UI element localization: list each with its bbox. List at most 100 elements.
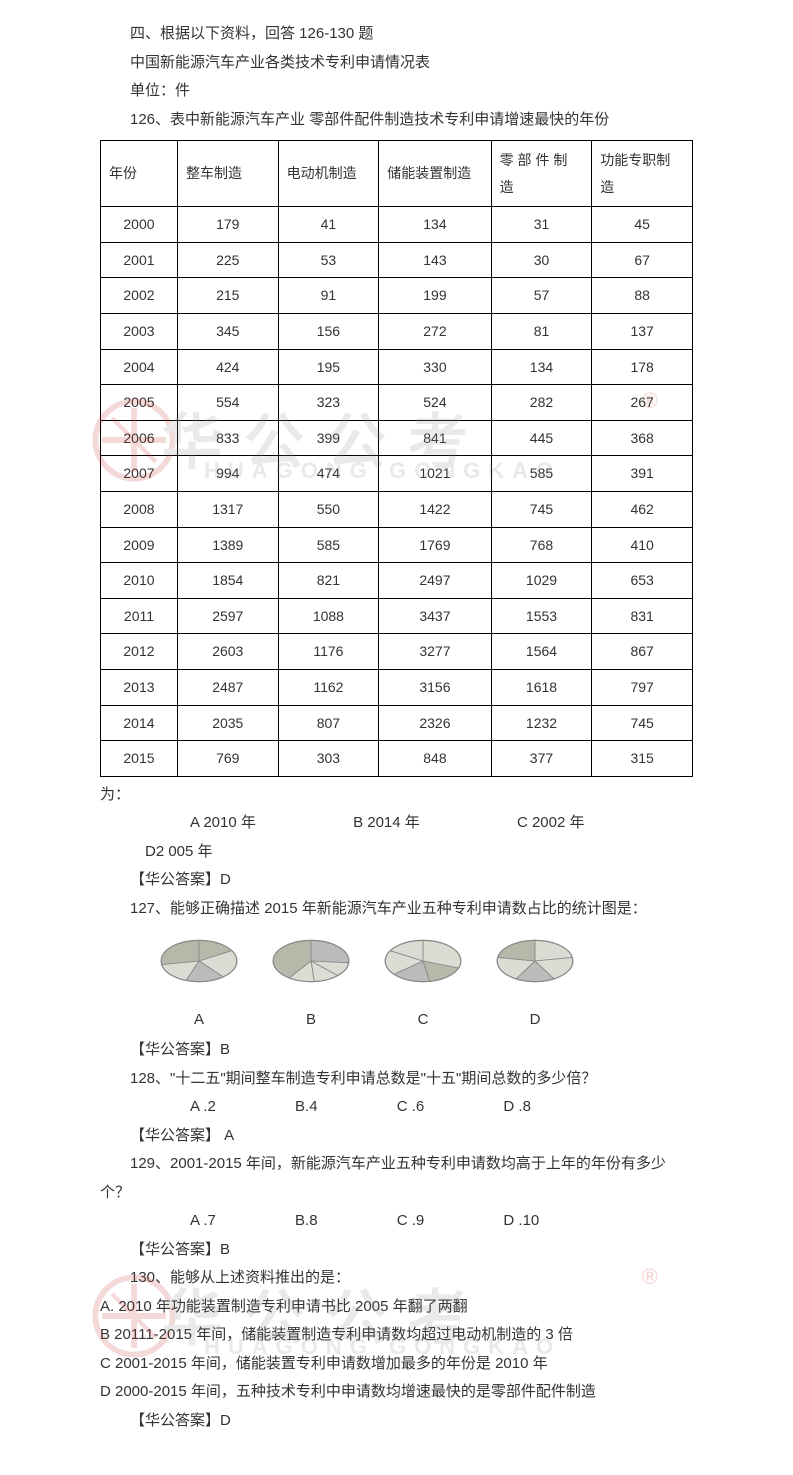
table-row: 2006833399841445368 [101,420,693,456]
table-cell: 91 [278,278,379,314]
table-cell: 2015 [101,741,178,777]
table-header-cell: 整车制造 [177,141,278,207]
q130-text: 130、能够从上述资料推出的是： [100,1264,693,1293]
table-cell: 215 [177,278,278,314]
table-cell: 31 [491,207,592,243]
table-cell: 2004 [101,349,178,385]
q126-opt-c: C 2002 年 [472,809,585,838]
table-cell: 2497 [379,563,491,599]
table-cell: 2003 [101,313,178,349]
table-row: 200913895851769768410 [101,527,693,563]
table-cell: 424 [177,349,278,385]
pie-label: A [156,1006,242,1035]
table-cell: 550 [278,491,379,527]
q130-opt-b: B 20111-2015 年间，储能装置制造专利申请数均超过电动机制造的 3 倍 [100,1321,693,1350]
table-row: 2014203580723261232745 [101,705,693,741]
table-cell: 272 [379,313,491,349]
table-cell: 2326 [379,705,491,741]
q128-opt-c: C .6 [352,1093,425,1122]
table-cell: 2012 [101,634,178,670]
q130-answer: 【华公答案】D [100,1407,693,1436]
table-cell: 53 [278,242,379,278]
table-cell: 30 [491,242,592,278]
table-cell: 391 [592,456,693,492]
table-cell: 745 [592,705,693,741]
table-header-cell: 电动机制造 [278,141,379,207]
table-cell: 1088 [278,598,379,634]
q126-tail: 为： [100,781,693,810]
table-row: 2010185482124971029653 [101,563,693,599]
table-cell: 2597 [177,598,278,634]
table-cell: 267 [592,385,693,421]
table-cell: 179 [177,207,278,243]
table-cell: 134 [379,207,491,243]
table-cell: 410 [592,527,693,563]
table-row: 20079944741021585391 [101,456,693,492]
table-header-cell: 功能专职制造 [592,141,693,207]
table-cell: 2006 [101,420,178,456]
table-cell: 3437 [379,598,491,634]
pie-chart-icon [380,933,466,989]
table-cell: 323 [278,385,379,421]
q130-opt-c: C 2001-2015 年间，储能装置专利申请数增加最多的年份是 2010 年 [100,1350,693,1379]
table-cell: 88 [592,278,693,314]
table-row: 2002215911995788 [101,278,693,314]
table-cell: 1564 [491,634,592,670]
table-header-cell: 储能装置制造 [379,141,491,207]
table-cell: 462 [592,491,693,527]
q128-opt-a: A .2 [145,1093,216,1122]
q128-answer: 【华公答案】 A [100,1122,693,1151]
table-cell: 1854 [177,563,278,599]
table-cell: 2035 [177,705,278,741]
table-cell: 3277 [379,634,491,670]
table-cell: 2487 [177,669,278,705]
table-cell: 377 [491,741,592,777]
table-row: 200334515627281137 [101,313,693,349]
table-cell: 833 [177,420,278,456]
table-cell: 225 [177,242,278,278]
q127-answer: 【华公答案】B [100,1036,693,1065]
table-header-cell: 年份 [101,141,178,207]
table-cell: 1422 [379,491,491,527]
table-cell: 841 [379,420,491,456]
table-cell: 831 [592,598,693,634]
table-cell: 45 [592,207,693,243]
table-cell: 1553 [491,598,592,634]
q127-text: 127、能够正确描述 2015 年新能源汽车产业五种专利申请数占比的统计图是： [100,895,693,924]
table-row: 2015769303848377315 [101,741,693,777]
table-cell: 585 [491,456,592,492]
pie-option-d: D [492,933,578,1034]
table-cell: 1618 [491,669,592,705]
table-cell: 315 [592,741,693,777]
table-cell: 1162 [278,669,379,705]
table-cell: 368 [592,420,693,456]
table-cell: 1232 [491,705,592,741]
table-cell: 848 [379,741,491,777]
table-cell: 2002 [101,278,178,314]
table-cell: 2013 [101,669,178,705]
q126-options: A 2010 年 B 2014 年 C 2002 年 D2 005 年 [100,809,693,866]
table-cell: 821 [278,563,379,599]
pie-chart-icon [156,933,242,989]
table-cell: 1317 [177,491,278,527]
table-cell: 399 [278,420,379,456]
unit-label: 单位：件 [100,77,693,106]
table-cell: 67 [592,242,693,278]
table-cell: 524 [379,385,491,421]
q130-opt-a: A. 2010 年功能装置制造专利申请书比 2005 年翻了两翻 [100,1293,693,1322]
table-cell: 137 [592,313,693,349]
table-cell: 797 [592,669,693,705]
table-cell: 2001 [101,242,178,278]
q126-opt-d: D2 005 年 [100,838,213,867]
table-cell: 1769 [379,527,491,563]
pie-chart-icon [492,933,578,989]
table-cell: 554 [177,385,278,421]
table-cell: 1176 [278,634,379,670]
table-cell: 3156 [379,669,491,705]
patent-table: 年份整车制造电动机制造储能装置制造零 部 件 制 造功能专职制造 2000179… [100,140,693,777]
table-header-row: 年份整车制造电动机制造储能装置制造零 部 件 制 造功能专职制造 [101,141,693,207]
table-row: 2001225531433067 [101,242,693,278]
q129-opt-c: C .9 [352,1207,425,1236]
pie-option-a: A [156,933,242,1034]
pie-label: B [268,1006,354,1035]
